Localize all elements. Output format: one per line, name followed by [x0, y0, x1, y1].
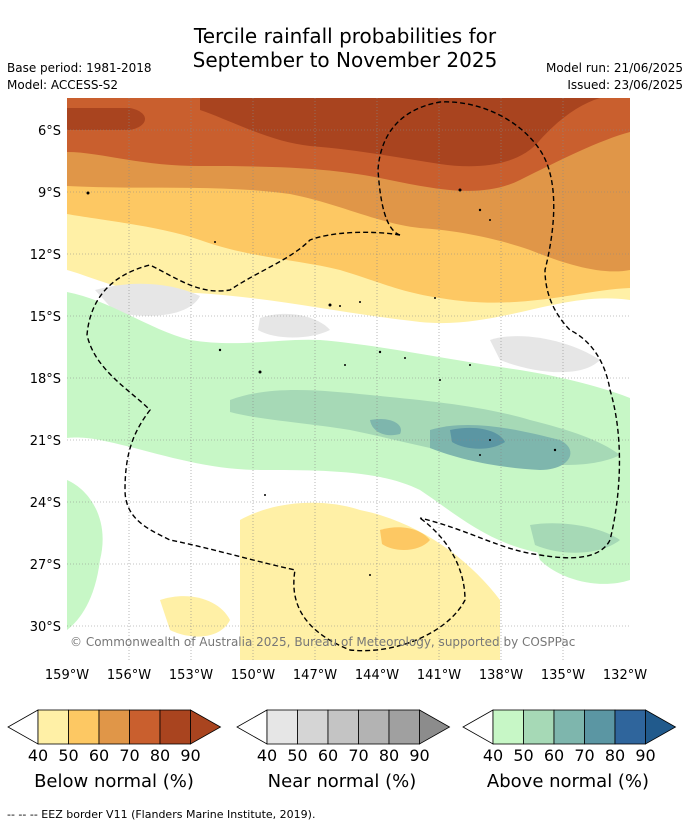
- colorbar-tick-label: 80: [605, 746, 625, 765]
- lon-label: 138°W: [479, 668, 523, 683]
- colorbar-tick-label: 60: [89, 746, 109, 765]
- lon-label: 153°W: [169, 668, 213, 683]
- model-name: Model: ACCESS-S2: [7, 78, 119, 92]
- colorbar-extend-low: [236, 709, 268, 745]
- lat-label: 9°S: [38, 186, 61, 201]
- colorbar-extend-low: [7, 709, 39, 745]
- colorbar-tick-label: 40: [483, 746, 503, 765]
- colorbar-segment: [129, 709, 161, 745]
- eez-borders: [86, 101, 621, 652]
- base-period: Base period: 1981-2018: [7, 61, 152, 75]
- colorbar-tick-label: 40: [257, 746, 277, 765]
- colorbar-tick-label: 60: [318, 746, 338, 765]
- colorbar-tick-label: 70: [119, 746, 139, 765]
- copyright-notice: © Commonwealth of Australia 2025, Bureau…: [70, 635, 575, 649]
- lat-label: 21°S: [30, 434, 61, 449]
- lon-label: 141°W: [417, 668, 461, 683]
- colorbar-segment: [358, 709, 390, 745]
- colorbar-extend-high: [419, 709, 451, 745]
- colorbars: 40 50 60 70 80 90 40 50 60 70 80 90 40 50 60 70 80 90: [7, 709, 677, 765]
- lon-label: 135°W: [541, 668, 585, 683]
- title-line-1: Tercile rainfall probabilities for: [193, 24, 497, 48]
- islands: [86, 188, 557, 576]
- colorbar-extend-high: [190, 709, 222, 745]
- colorbar-tick-label: 70: [574, 746, 594, 765]
- lon-label: 144°W: [355, 668, 399, 683]
- colorbar-segment: [614, 709, 646, 745]
- colorbar-tick-label: 50: [58, 746, 78, 765]
- meta-left: Base period: 1981-2018 Model: ACCESS-S2: [7, 60, 152, 94]
- colorbar-segment: [68, 709, 100, 745]
- lat-label: 12°S: [30, 248, 61, 263]
- colorbar-tick-label: 90: [409, 746, 429, 765]
- colorbar-segment: [584, 709, 616, 745]
- lon-label: 147°W: [293, 668, 337, 683]
- colorbar-2: 40 50 60 70 80 90: [462, 709, 677, 765]
- map-field: [67, 98, 630, 660]
- colorbar-0: 40 50 60 70 80 90: [7, 709, 222, 765]
- lon-label: 159°W: [45, 668, 89, 683]
- below-normal-label: Below normal (%): [34, 771, 194, 792]
- lat-label: 30°S: [30, 620, 61, 635]
- lat-label: 6°S: [38, 124, 61, 139]
- colorbar-extend-low: [462, 709, 494, 745]
- colorbar-tick-label: 90: [635, 746, 655, 765]
- meta-right: Model run: 21/06/2025 Issued: 23/06/2025: [546, 60, 683, 94]
- colorbar-tick-label: 80: [379, 746, 399, 765]
- lat-label: 27°S: [30, 558, 61, 573]
- latitude-labels: 6°S 9°S 12°S 15°S 18°S 21°S 24°S 27°S 30…: [30, 124, 61, 635]
- near-normal-label: Near normal (%): [267, 771, 417, 792]
- lon-label: 150°W: [231, 668, 275, 683]
- colorbar-tick-label: 80: [150, 746, 170, 765]
- colorbar-segment: [159, 709, 191, 745]
- longitude-labels: 159°W 156°W 153°W 150°W 147°W 144°W 141°…: [45, 668, 647, 683]
- colorbar-segment: [98, 709, 130, 745]
- colorbar-segment: [297, 709, 329, 745]
- colorbar-segment: [327, 709, 359, 745]
- colorbar-tick-label: 60: [544, 746, 564, 765]
- colorbar-tick-label: 50: [513, 746, 533, 765]
- colorbar-tick-label: 50: [287, 746, 307, 765]
- colorbar-tick-label: 90: [180, 746, 200, 765]
- lon-label: 156°W: [107, 668, 151, 683]
- title-line-2: September to November 2025: [192, 48, 498, 72]
- colorbar-segment: [553, 709, 585, 745]
- lat-label: 18°S: [30, 372, 61, 387]
- colorbar-segment: [492, 709, 524, 745]
- colorbar-segment: [388, 709, 420, 745]
- lat-label: 15°S: [30, 310, 61, 325]
- colorbar-segment: [266, 709, 298, 745]
- map-title: Tercile rainfall probabilities for Septe…: [0, 24, 690, 72]
- model-run: Model run: 21/06/2025: [545, 61, 683, 75]
- graticule: [67, 98, 630, 660]
- eez-legend-footer: -- -- -- EEZ border V11 (Flanders Marine…: [7, 808, 316, 821]
- colorbar-1: 40 50 60 70 80 90: [236, 709, 451, 765]
- lon-label: 132°W: [603, 668, 647, 683]
- above-normal-label: Above normal (%): [486, 771, 650, 792]
- map-figure: 6°S 9°S 12°S 15°S 18°S 21°S 24°S 27°S 30…: [30, 98, 647, 683]
- colorbar-tick-label: 70: [348, 746, 368, 765]
- colorbar-segment: [37, 709, 69, 745]
- colorbar-segment: [523, 709, 555, 745]
- lat-label: 24°S: [30, 496, 61, 511]
- issued-date: Issued: 23/06/2025: [567, 78, 683, 92]
- colorbar-tick-label: 40: [28, 746, 48, 765]
- colorbar-extend-high: [645, 709, 677, 745]
